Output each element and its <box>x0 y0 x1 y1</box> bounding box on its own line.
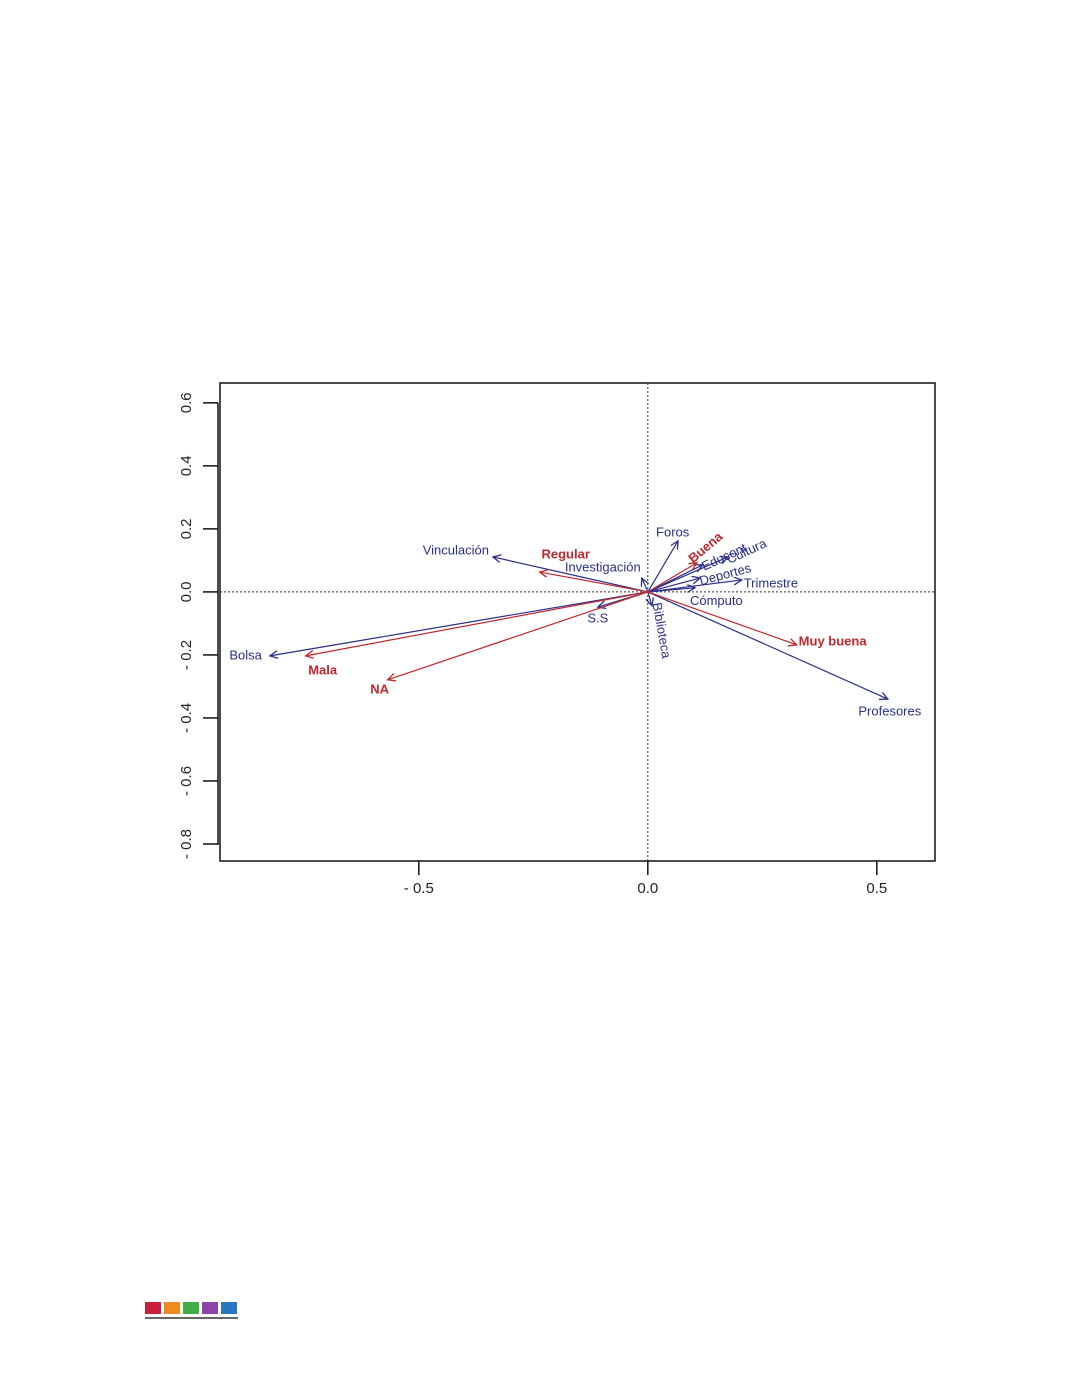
y-tick-label: - 0.2 <box>178 640 195 670</box>
arrow-label: S.S <box>587 610 608 625</box>
arrow <box>642 578 648 593</box>
color-square <box>221 1302 237 1314</box>
arrow <box>388 591 649 680</box>
arrow <box>493 557 648 593</box>
y-tick-label: 0.2 <box>178 518 195 539</box>
arrow-label: Bolsa <box>229 647 262 662</box>
arrow-label: Regular <box>542 546 590 561</box>
arrow <box>540 572 648 593</box>
footer-decoration <box>145 1302 238 1319</box>
x-tick-label: 0.0 <box>637 880 658 897</box>
y-tick-label: 0.0 <box>178 581 195 602</box>
arrow-label: Biblioteca <box>650 601 675 660</box>
arrow <box>647 557 728 593</box>
arrow <box>647 541 678 593</box>
x-tick-label: 0.5 <box>866 880 887 897</box>
y-tick-label: - 0.4 <box>178 703 195 733</box>
arrow-label: Foros <box>656 524 690 539</box>
arrow <box>647 578 700 593</box>
y-tick-label: - 0.8 <box>178 829 195 859</box>
arrow <box>647 563 697 593</box>
y-tick-label: 0.4 <box>178 455 195 476</box>
color-square <box>202 1302 218 1314</box>
color-square <box>145 1302 161 1314</box>
arrow <box>306 591 648 656</box>
x-tick-label: - 0.5 <box>404 880 434 897</box>
color-square <box>164 1302 180 1314</box>
arrow-label: NA <box>370 681 389 696</box>
plot-frame <box>219 382 936 862</box>
y-tick-label: - 0.6 <box>178 766 195 796</box>
arrow-label: Vinculación <box>423 542 489 557</box>
arrow <box>647 588 695 592</box>
arrow-label: Profesores <box>858 703 921 718</box>
arrow-label: Mala <box>308 662 338 677</box>
arrow-label: Investigación <box>565 559 641 574</box>
arrow <box>647 591 888 699</box>
arrow-label: Muy buena <box>799 633 868 648</box>
y-tick-label: 0.6 <box>178 392 195 413</box>
arrow-label: Trimestre <box>744 575 798 590</box>
arrow <box>648 591 652 606</box>
arrow-label: Cómputo <box>690 593 743 608</box>
arrow <box>647 591 797 645</box>
color-square <box>183 1302 199 1314</box>
arrow <box>270 591 648 656</box>
